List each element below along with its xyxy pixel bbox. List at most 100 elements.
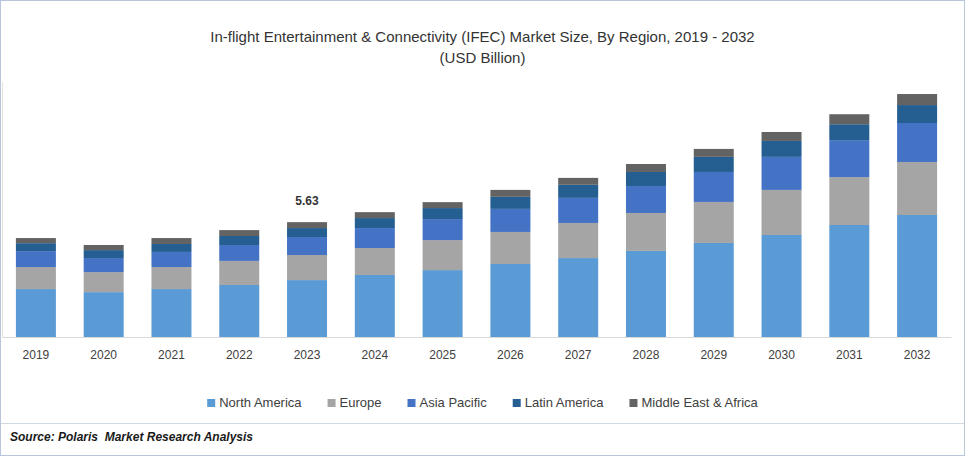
bar-segment	[694, 172, 734, 202]
x-tick-label: 2024	[361, 348, 388, 362]
bar-segment	[626, 186, 666, 213]
bar-segment	[287, 237, 327, 255]
bar-segment	[219, 261, 259, 285]
bar-segment	[626, 213, 666, 251]
bar-segment	[694, 149, 734, 157]
bar-segment	[490, 197, 530, 209]
bar-segment	[219, 230, 259, 236]
x-tick-label: 2020	[90, 348, 117, 362]
x-tick-label: 2028	[633, 348, 660, 362]
bar-segment	[558, 223, 598, 258]
bar-segment	[490, 190, 530, 197]
legend-item: Europe	[328, 395, 382, 410]
bar-segment	[151, 252, 191, 267]
bar-segment	[558, 198, 598, 223]
bar-segment	[897, 162, 937, 215]
bar-segment	[762, 235, 802, 337]
bar-segment	[355, 212, 395, 218]
x-tick: 2031	[836, 337, 863, 362]
x-tick: 2029	[700, 337, 727, 362]
bar-segment	[694, 243, 734, 337]
bar-segment	[423, 240, 463, 270]
chart: In-flight Entertainment & Connectivity (…	[0, 0, 965, 456]
y-axis-line	[2, 83, 3, 338]
bar-segment	[423, 208, 463, 219]
x-tick-label: 2022	[226, 348, 253, 362]
bar-segment	[694, 157, 734, 172]
x-tick-label: 2019	[23, 348, 50, 362]
annotation: 5.63	[295, 194, 319, 208]
bar-segment	[287, 222, 327, 228]
bar-segment	[626, 164, 666, 172]
bar-segment	[287, 280, 327, 337]
x-tick: 2024	[361, 337, 388, 362]
x-tick-label: 2029	[700, 348, 727, 362]
x-tick: 2021	[158, 337, 185, 362]
x-tick-label: 2031	[836, 348, 863, 362]
x-tick-label: 2026	[497, 348, 524, 362]
bar-segment	[897, 123, 937, 162]
title: In-flight Entertainment & Connectivity (…	[210, 28, 754, 45]
bar-segment	[558, 258, 598, 337]
bar-segment	[219, 236, 259, 245]
series-bars	[16, 94, 937, 250]
bar-segment	[16, 289, 56, 337]
legend-label: North America	[219, 395, 302, 410]
x-tick: 2020	[90, 337, 117, 362]
legend-item: Latin America	[513, 395, 605, 410]
bar-segment	[84, 245, 124, 250]
bar-segment	[84, 258, 124, 272]
x-tick: 2032	[904, 337, 931, 362]
bar-segment	[694, 202, 734, 243]
subtitle: (USD Billion)	[440, 49, 526, 66]
bar-segment	[151, 244, 191, 252]
legend-label: Asia Pacific	[420, 395, 488, 410]
legend-item: North America	[207, 395, 302, 410]
bar-segment	[490, 232, 530, 264]
x-axis: 2019202020212022202320242025202620272028…	[3, 337, 952, 362]
bar-segment	[16, 238, 56, 243]
x-tick-label: 2025	[429, 348, 456, 362]
bar-segment	[84, 250, 124, 258]
x-tick-label: 2032	[904, 348, 931, 362]
bar-segment	[16, 267, 56, 289]
bar-segment	[626, 251, 666, 337]
bar-segment	[84, 292, 124, 337]
legend-swatch	[408, 399, 416, 407]
x-tick: 2019	[23, 337, 50, 362]
bar-segment	[16, 251, 56, 267]
bar-segment	[829, 177, 869, 225]
bar-segment	[423, 202, 463, 208]
bar-segment	[897, 94, 937, 105]
legend-swatch	[328, 399, 336, 407]
bar-segment	[829, 225, 869, 337]
bar-segment	[151, 289, 191, 337]
legend-item: Asia Pacific	[408, 395, 488, 410]
x-tick: 2026	[497, 337, 524, 362]
legend-item: Middle East & Africa	[629, 395, 758, 410]
source: Source: Polaris Market Research Analysis	[10, 430, 253, 444]
bar-segment	[762, 132, 802, 141]
bar-segment	[16, 243, 56, 251]
x-tick: 2023	[294, 337, 321, 362]
bar-segment	[219, 285, 259, 337]
bar-segment	[558, 178, 598, 185]
bar-segment	[762, 190, 802, 235]
x-tick: 2025	[429, 337, 456, 362]
bar-segment	[762, 157, 802, 190]
bars	[16, 94, 937, 337]
legend-swatch	[629, 399, 637, 407]
y-axis	[2, 83, 3, 338]
bar-segment	[84, 272, 124, 292]
x-tick: 2030	[768, 337, 795, 362]
bar-segment	[762, 141, 802, 157]
x-tick-label: 2021	[158, 348, 185, 362]
bar-segment	[151, 267, 191, 289]
bar-segment	[897, 105, 937, 123]
bar-segment	[829, 124, 869, 140]
bar-segment	[355, 228, 395, 248]
bar-segment	[829, 114, 869, 124]
separator	[1, 423, 964, 424]
bar-segment	[355, 275, 395, 337]
bar-segment	[151, 238, 191, 244]
